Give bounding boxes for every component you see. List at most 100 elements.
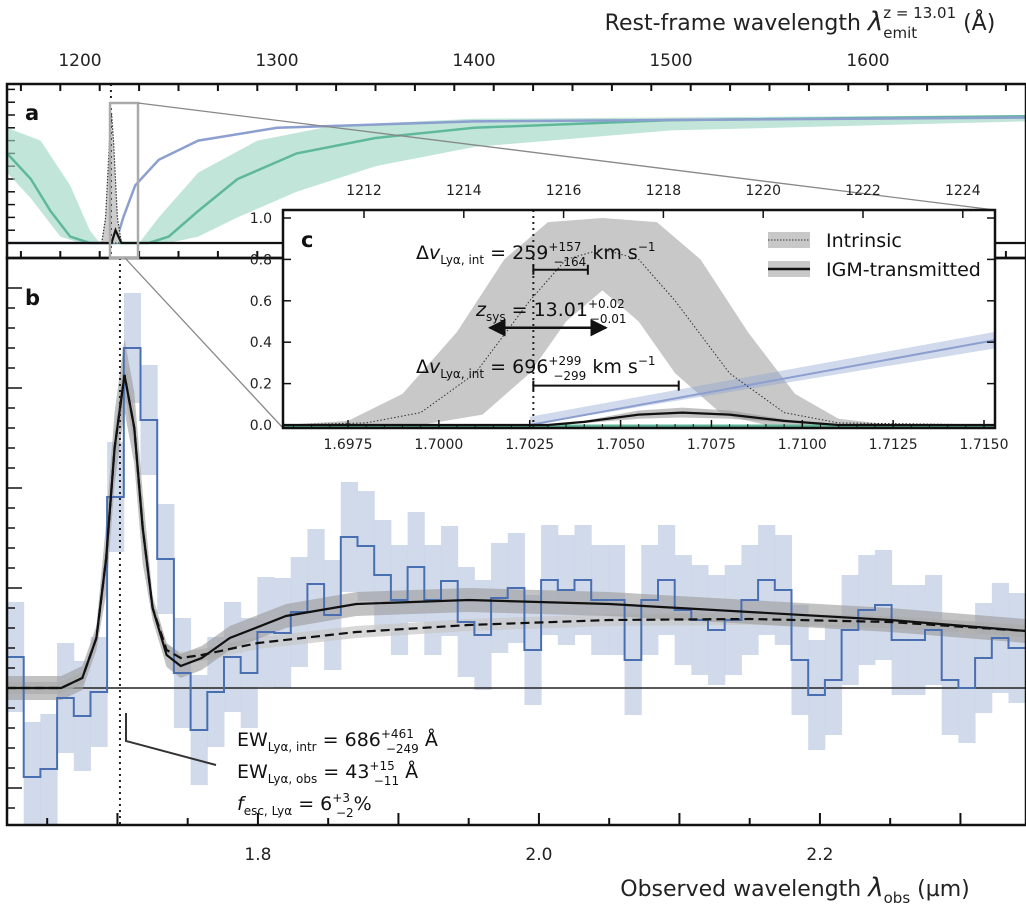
blue-transmission-band xyxy=(529,331,995,425)
c-toptick-label: 1220 xyxy=(745,183,781,199)
c-toptick-label: 1216 xyxy=(546,183,582,199)
solid-model-line xyxy=(7,374,1026,690)
lower-error: −11 xyxy=(374,774,399,788)
value: = 13.01 xyxy=(506,299,588,321)
symbol: f xyxy=(237,793,247,815)
unit: Å xyxy=(399,760,418,783)
unit: km s xyxy=(586,356,638,378)
upper-error: +157 xyxy=(548,240,581,254)
c-xtick-label: 1.7150 xyxy=(960,437,1009,453)
c-ytick-label: 1.0 xyxy=(250,211,272,227)
unit: Å xyxy=(419,728,438,751)
legend-item-igm-transmitted: IGM-transmitted xyxy=(768,259,981,281)
c-ytick-label: 0.2 xyxy=(250,377,272,393)
annotation-pointer xyxy=(125,713,217,766)
symbol-v: v xyxy=(429,242,441,264)
c-toptick-label: 1212 xyxy=(346,183,382,199)
igm-transmitted-line-c xyxy=(283,411,995,427)
value: = 259 xyxy=(484,242,548,264)
intrinsic-line xyxy=(283,248,995,426)
top-tick-label: 1500 xyxy=(649,51,692,71)
inset-c-ticks: 1.6975 1.7000 1.7025 1.7050 1.7075 1.7100 1.71… xyxy=(250,183,1009,453)
dashed-model-band xyxy=(7,357,1026,694)
zoom-connectors xyxy=(108,101,996,429)
lower-error: −0.01 xyxy=(590,312,627,326)
svg-text:IGM-transmitted: IGM-transmitted xyxy=(826,259,981,281)
panel-b xyxy=(7,258,1026,825)
c-xtick-label: 1.7000 xyxy=(414,437,463,453)
intrinsic-profile xyxy=(101,112,123,244)
c-ytick-label: 0.4 xyxy=(250,335,272,351)
subscript: Lyα, obs xyxy=(268,772,317,786)
subscript: esc, Lyα xyxy=(244,804,293,818)
bottom-axis-title: Observed wavelength λobs (µm) xyxy=(620,873,969,907)
velocity-offset-bar-2 xyxy=(532,380,680,391)
symbol: EW xyxy=(237,729,268,751)
value: = 43 xyxy=(317,761,369,783)
symbol: z xyxy=(475,299,487,321)
panel-c-label: c xyxy=(301,228,313,252)
upper-error: +3 xyxy=(332,791,350,805)
bottom-axis-ticks: 1.8 2.0 2.2 xyxy=(7,287,962,865)
c-xtick-label: 1.7050 xyxy=(596,437,645,453)
panel-b-label: b xyxy=(25,286,40,310)
c-xtick-label: 1.7075 xyxy=(687,437,736,453)
c-toptick-label: 1214 xyxy=(446,183,482,199)
c-ytick-label: 0.0 xyxy=(250,418,272,434)
top-tick-label: 1300 xyxy=(255,51,298,71)
panel-a-label: a xyxy=(25,101,39,125)
blue-transmission-line xyxy=(529,339,995,426)
symbol-v: v xyxy=(429,356,441,378)
legend-item-intrinsic: Intrinsic xyxy=(768,230,902,252)
bottom-tick-label: 2.0 xyxy=(525,845,552,865)
unit: km s xyxy=(586,242,638,264)
top-tick-label: 1600 xyxy=(846,51,889,71)
zoom-connector-top xyxy=(137,102,996,211)
velocity-offset-bar-1 xyxy=(532,264,589,275)
ew-intrinsic-label: EWLyα, intr = 686+461 −249 Å xyxy=(237,727,438,756)
symbol: Δ xyxy=(416,356,429,378)
c-xtick-label: 1.7025 xyxy=(505,437,554,453)
subscript: Lyα, int xyxy=(440,253,484,267)
top-axis-ticks: 1200 1300 1400 1500 1600 xyxy=(7,51,1007,258)
lower-error: −2 xyxy=(336,806,354,820)
lower-error: −299 xyxy=(553,369,586,383)
unit-exponent: −1 xyxy=(638,354,656,368)
zoom-box xyxy=(108,101,140,260)
igm-band xyxy=(283,407,995,425)
legend: Intrinsic IGM-transmitted xyxy=(768,230,981,281)
ew-observed-label: EWLyα, obs = 43+15 −11 Å xyxy=(237,759,418,788)
upper-error: +0.02 xyxy=(588,297,625,311)
value: = 6 xyxy=(292,793,332,815)
unit-exponent: −1 xyxy=(638,240,656,254)
zoom-connector-bottom xyxy=(124,257,284,429)
upper-error: +15 xyxy=(369,759,394,773)
lower-error: −164 xyxy=(553,255,586,269)
value: = 696 xyxy=(484,356,548,378)
c-xtick-label: 1.7100 xyxy=(778,437,827,453)
c-toptick-label: 1222 xyxy=(845,183,881,199)
bottom-tick-label: 2.2 xyxy=(806,845,833,865)
lower-error: −249 xyxy=(386,742,419,756)
c-toptick-label: 1224 xyxy=(945,183,981,199)
escape-fraction-label: fesc, Lyα = 6+3 −2% xyxy=(237,791,372,820)
c-ytick-label: 0.8 xyxy=(250,252,272,268)
bottom-tick-label: 1.8 xyxy=(244,845,271,865)
unit: % xyxy=(354,793,372,815)
velocity-offset-label-1: ΔvLyα, int = 259+157 −164 km s−1 xyxy=(416,240,656,269)
c-toptick-label: 1218 xyxy=(646,183,682,199)
green-transmission-line xyxy=(7,115,1026,245)
subscript: Lyα, int xyxy=(440,367,484,381)
green-transmission-band xyxy=(7,115,1026,243)
upper-error: +461 xyxy=(381,727,414,741)
c-xtick-label: 1.6975 xyxy=(324,437,373,453)
top-tick-label: 1400 xyxy=(452,51,495,71)
error-bar xyxy=(23,722,41,825)
value: = 686 xyxy=(317,729,381,751)
top-axis-title: Rest-frame wavelength λemitz = 13.01 (Å) xyxy=(605,4,996,42)
svg-text:Intrinsic: Intrinsic xyxy=(826,230,902,252)
subscript: sys xyxy=(486,310,506,324)
